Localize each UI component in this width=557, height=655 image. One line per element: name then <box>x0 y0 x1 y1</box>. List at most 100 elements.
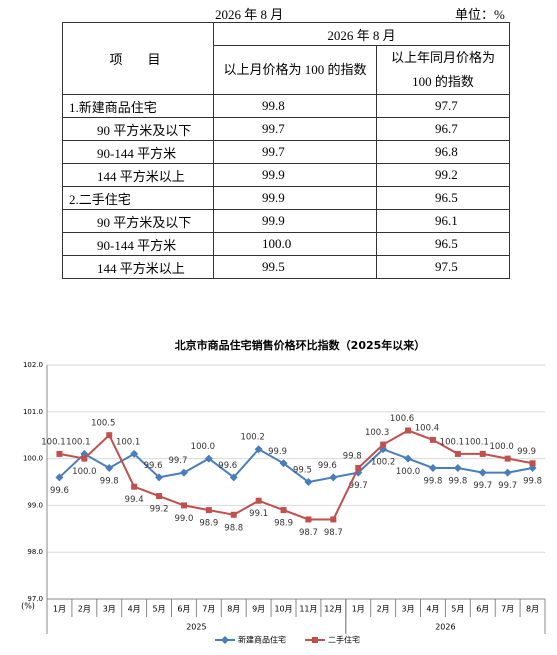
point <box>81 455 88 462</box>
table-caption: 2026 年 8 月 <box>215 7 284 22</box>
point <box>453 463 462 472</box>
value-label: 99.9 <box>268 447 287 457</box>
point <box>429 436 436 443</box>
table-row: 144 平方米以上 99.5 97.5 <box>62 255 510 279</box>
value-label: 99.4 <box>125 495 144 505</box>
x-tick-label: 12月 <box>324 605 342 614</box>
value-label: 98.9 <box>199 519 218 529</box>
group-label: 2026 <box>435 623 455 632</box>
value-label: 100.2 <box>240 433 264 443</box>
point <box>279 459 288 468</box>
value-label: 100.4 <box>415 423 439 433</box>
point <box>304 478 313 486</box>
x-tick-label: 4月 <box>426 605 439 614</box>
y-tick-label: 102.0 <box>23 361 43 369</box>
value-label: 99.6 <box>318 461 337 471</box>
value-label: 100.0 <box>489 442 513 452</box>
point <box>130 449 139 458</box>
cell-value: 97.7 <box>376 94 510 118</box>
column-header: 以上年同月价格为 100 的指数 <box>376 45 510 95</box>
point <box>504 455 511 462</box>
value-label: 99.7 <box>498 481 517 491</box>
point <box>55 473 64 482</box>
point <box>280 507 287 514</box>
x-tick-label: 8月 <box>227 605 240 614</box>
point <box>454 450 461 457</box>
point <box>179 468 188 477</box>
value-label: 100.1 <box>41 437 65 447</box>
y-tick-label: 99.0 <box>27 501 43 509</box>
x-tick-label: 9月 <box>252 605 265 614</box>
x-tick-label: 11月 <box>299 605 317 614</box>
value-label: 100.1 <box>465 437 489 447</box>
cell-value: 99.8 <box>213 94 377 118</box>
table-row: 1.新建商品住宅 99.8 97.7 <box>62 94 510 118</box>
x-tick-label: 6月 <box>177 605 190 614</box>
point <box>329 473 338 482</box>
price-table: 项 目 2026 年 8 月 以上月价格为 100 的指数 以上年同月价格为 1… <box>62 22 510 279</box>
table-row: 144 平方米以上 99.9 99.2 <box>62 163 510 187</box>
x-tick-label: 2月 <box>78 605 91 614</box>
y-unit: (%) <box>21 602 35 611</box>
x-tick-label: 5月 <box>153 605 166 614</box>
column-header: 以上月价格为 100 的指数 <box>213 45 377 95</box>
cell-value: 97.5 <box>376 255 510 279</box>
x-tick-label: 1月 <box>352 605 365 614</box>
chart-title: 北京市商品住宅销售价格环比指数（2025年以来） <box>175 338 426 352</box>
value-label: 99.8 <box>343 451 362 461</box>
point <box>355 464 362 471</box>
legend-label: 二手住宅 <box>328 635 360 645</box>
value-label: 100.2 <box>371 458 395 468</box>
point <box>156 493 163 500</box>
point <box>254 445 263 454</box>
value-label: 100.6 <box>390 414 414 424</box>
x-tick-label: 1月 <box>53 605 66 614</box>
table-row: 90 平方米及以下 99.7 96.7 <box>62 117 510 141</box>
value-label: 99.1 <box>249 509 268 519</box>
value-label: 99.6 <box>50 486 69 496</box>
row-label: 90-144 平方米 <box>62 140 214 164</box>
value-label: 100.1 <box>66 437 90 447</box>
point <box>230 511 237 518</box>
y-tick-label: 98.0 <box>27 548 43 556</box>
x-tick-label: 7月 <box>202 605 215 614</box>
y-tick-label: 101.0 <box>23 408 43 416</box>
x-tick-label: 5月 <box>451 605 464 614</box>
point <box>106 432 113 439</box>
value-label: 99.2 <box>150 505 169 515</box>
x-tick-label: 3月 <box>103 605 116 614</box>
point <box>205 507 212 514</box>
point <box>155 473 164 482</box>
y-tick-label: 97.0 <box>27 595 43 603</box>
series-line <box>58 447 533 484</box>
cell-value: 99.9 <box>213 186 377 210</box>
point <box>404 454 413 463</box>
point <box>131 483 138 490</box>
value-label: 99.7 <box>473 481 492 491</box>
value-label: 99.5 <box>293 466 312 476</box>
table-row: 90-144 平方米 99.7 96.8 <box>62 140 510 164</box>
series-line <box>59 429 533 521</box>
x-tick-label: 6月 <box>476 605 489 614</box>
unit-label: 单位：% <box>455 7 505 22</box>
table-body: 项 目 2026 年 8 月 以上月价格为 100 的指数 以上年同月价格为 1… <box>62 22 510 279</box>
x-tick-label: 8月 <box>526 605 539 614</box>
value-label: 99.8 <box>100 476 119 486</box>
value-label: 99.8 <box>423 476 442 486</box>
x-tick-label: 7月 <box>501 605 514 614</box>
value-label: 99.0 <box>174 514 193 524</box>
value-label: 99.6 <box>218 461 237 471</box>
point <box>229 473 238 482</box>
value-label: 99.7 <box>349 481 368 491</box>
value-label: 99.8 <box>523 476 542 486</box>
cell-value: 96.5 <box>376 186 510 210</box>
point <box>405 427 412 434</box>
value-label: 100.1 <box>116 437 140 447</box>
point <box>330 516 337 523</box>
value-label: 98.9 <box>274 519 293 529</box>
value-label: 99.9 <box>517 447 536 457</box>
cell-value: 99.2 <box>376 163 510 187</box>
point <box>312 637 318 643</box>
legend-label: 新建商品住宅 <box>238 635 286 645</box>
